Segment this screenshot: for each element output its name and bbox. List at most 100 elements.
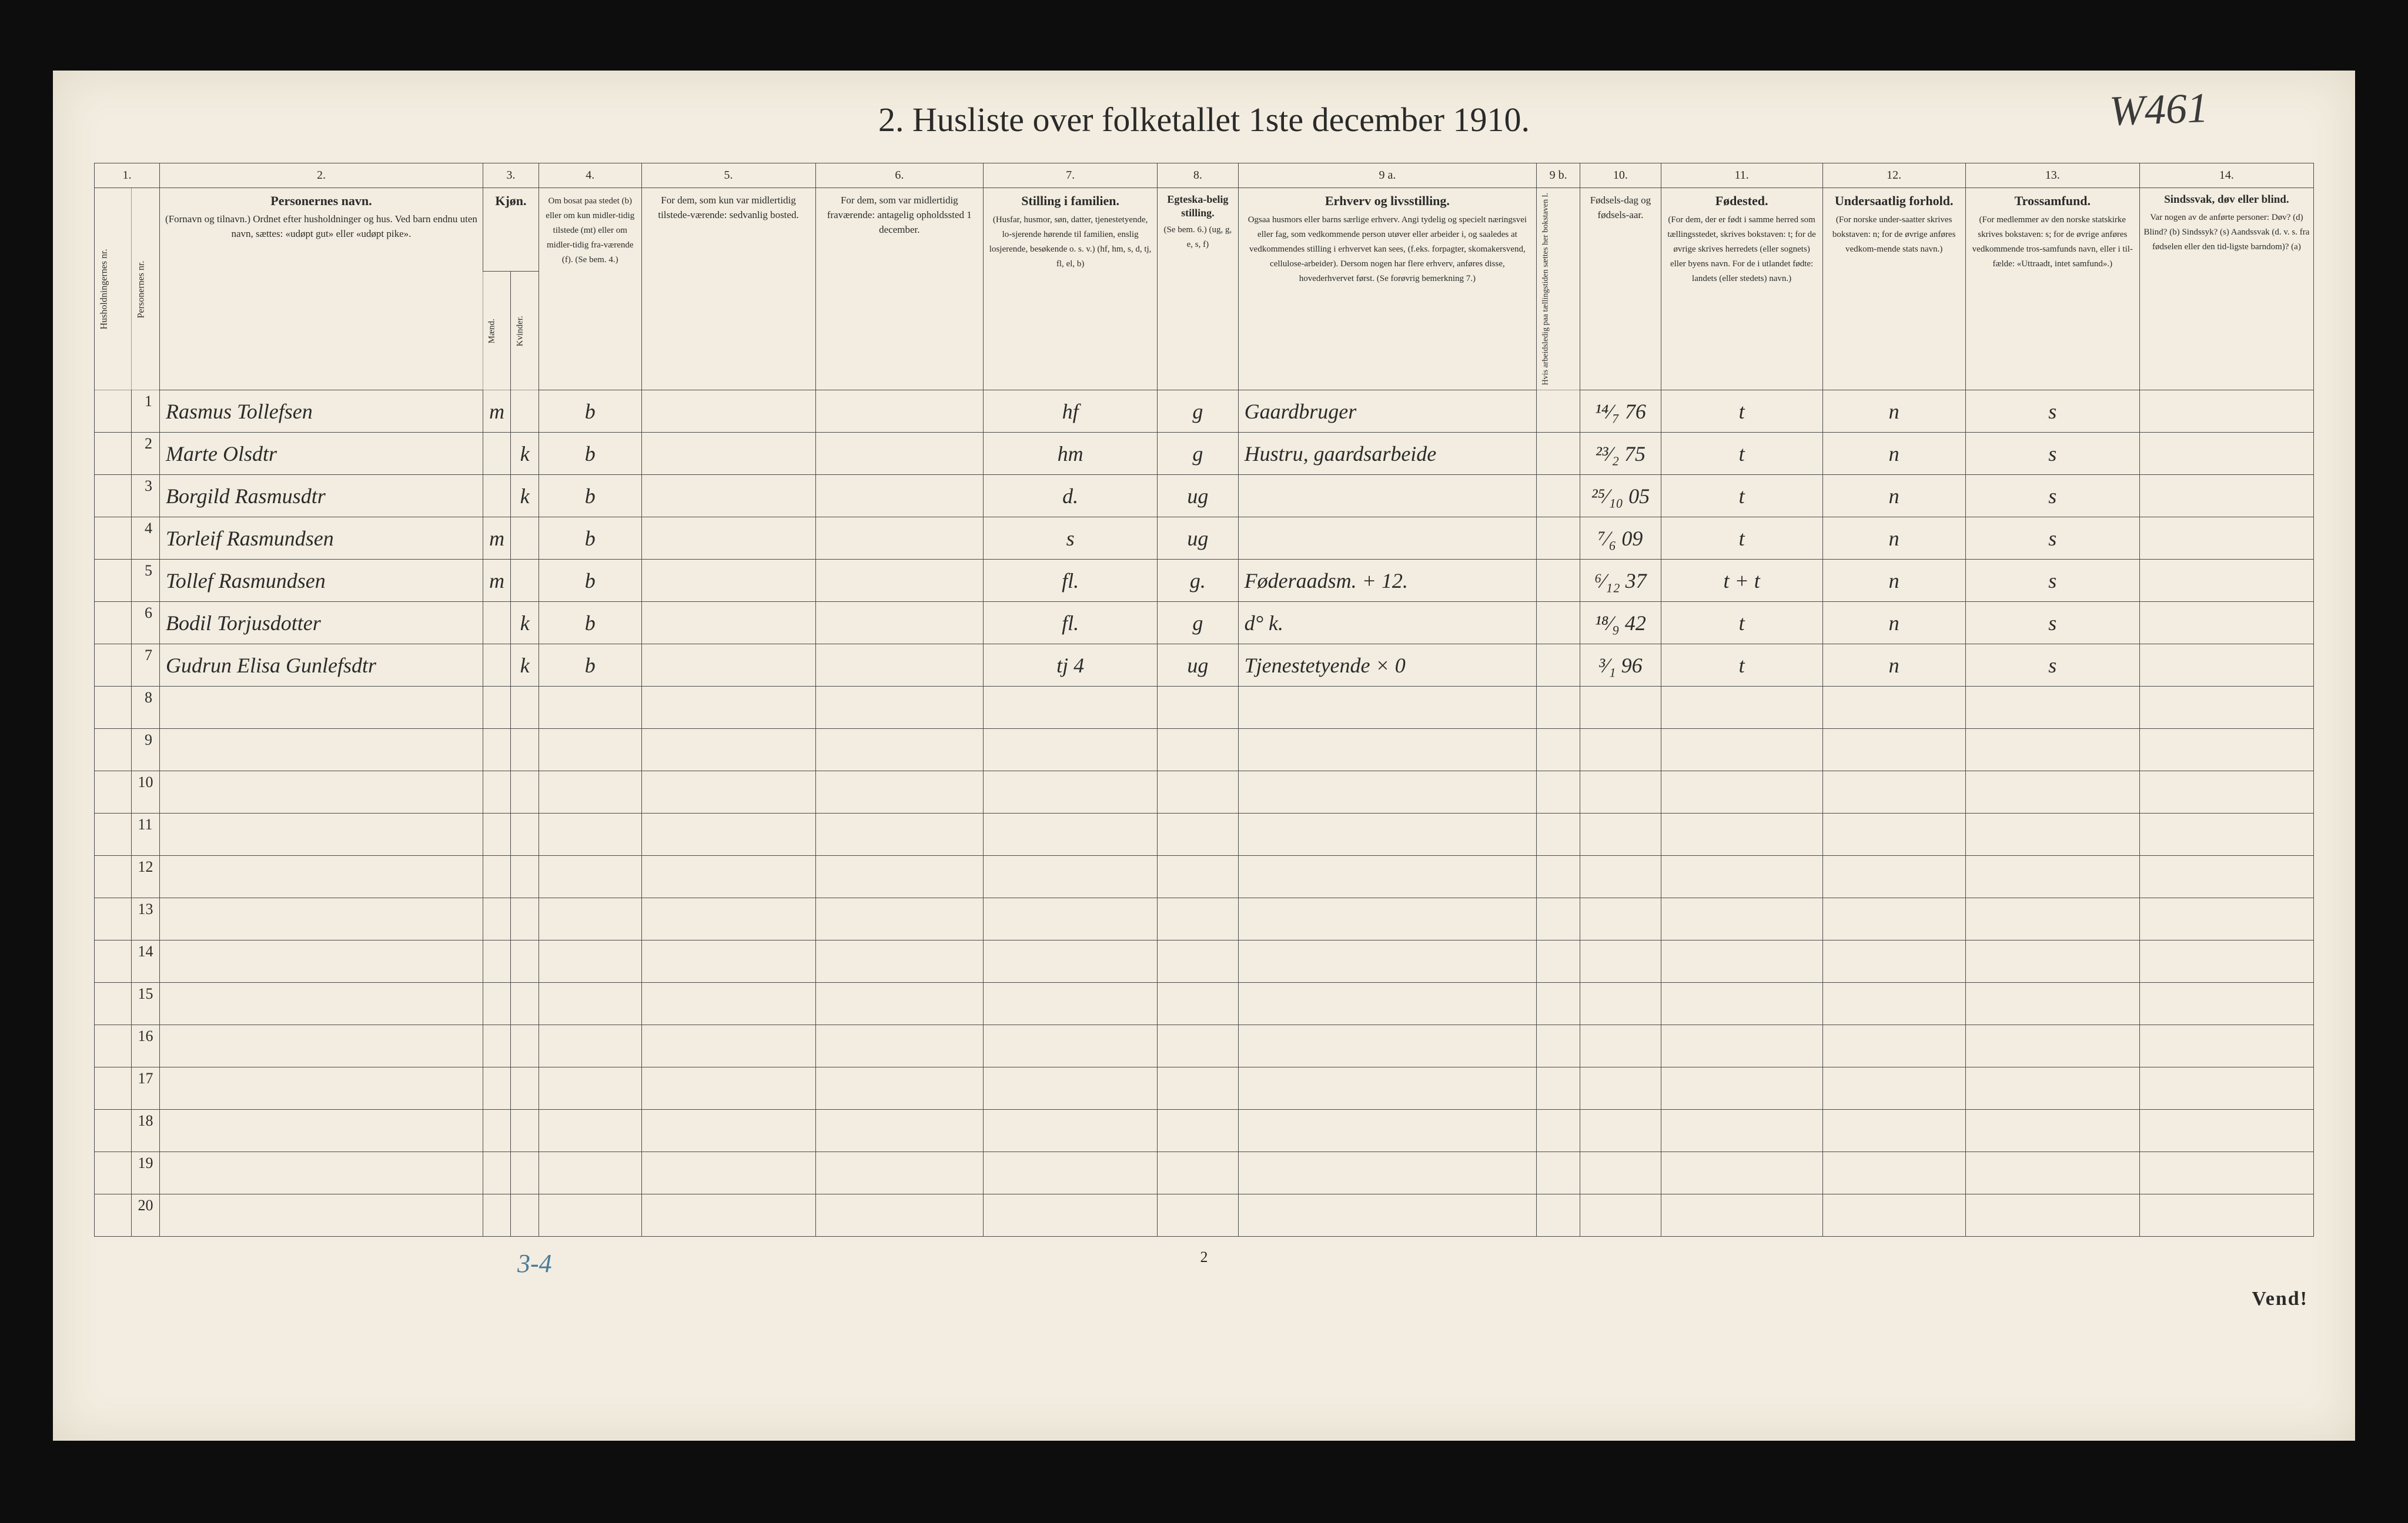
cell-female: [511, 771, 539, 814]
cell-name: Borgild Rasmusdtr: [160, 475, 483, 517]
page-title: 2. Husliste over folketallet 1ste decemb…: [94, 100, 2314, 139]
header-disability-strong: Sindssvak, døv eller blind.: [2143, 193, 2310, 207]
cell-temp-absent: [815, 983, 984, 1025]
cell-birthplace: t: [1661, 475, 1822, 517]
cell-male: [483, 729, 511, 771]
cell-birthdate: ⁷⁄₆ 09: [1580, 517, 1661, 560]
cell-religion: [1965, 940, 2139, 983]
cell-family-pos: [984, 898, 1158, 940]
cell-resident: [539, 898, 641, 940]
cell-birthdate: [1580, 814, 1661, 856]
cell-birthplace: [1661, 687, 1822, 729]
cell-unemployed: [1537, 983, 1580, 1025]
cell-family-pos: hm: [984, 433, 1158, 475]
colnum-5: 5.: [641, 163, 815, 188]
cell-temp-present: [641, 602, 815, 644]
cell-religion: s: [1965, 390, 2139, 433]
cell-citizenship: n: [1822, 475, 1965, 517]
cell-temp-present: [641, 517, 815, 560]
cell-household-nr: [95, 1067, 132, 1110]
cell-occupation: [1238, 1067, 1537, 1110]
table-row: 16: [95, 1025, 2314, 1067]
cell-person-nr: 11: [132, 814, 160, 856]
cell-resident: [539, 729, 641, 771]
cell-female: [511, 1067, 539, 1110]
cell-family-pos: fl.: [984, 560, 1158, 602]
header-person-nr: Personernes nr.: [132, 188, 160, 390]
cell-resident: [539, 771, 641, 814]
cell-temp-present: [641, 940, 815, 983]
cell-citizenship: [1822, 940, 1965, 983]
cell-household-nr: [95, 390, 132, 433]
cell-religion: s: [1965, 433, 2139, 475]
cell-household-nr: [95, 729, 132, 771]
cell-birthplace: t: [1661, 602, 1822, 644]
cell-disability: [2139, 856, 2313, 898]
cell-religion: [1965, 729, 2139, 771]
cell-family-pos: d.: [984, 475, 1158, 517]
cell-household-nr: [95, 475, 132, 517]
cell-marital: [1158, 687, 1238, 729]
cell-disability: [2139, 814, 2313, 856]
cell-name: [160, 898, 483, 940]
cell-disability: [2139, 517, 2313, 560]
cell-citizenship: n: [1822, 560, 1965, 602]
cell-resident: [539, 687, 641, 729]
cell-male: [483, 602, 511, 644]
cell-unemployed: [1537, 856, 1580, 898]
cell-resident: [539, 1194, 641, 1237]
cell-birthdate: [1580, 729, 1661, 771]
cell-name: [160, 729, 483, 771]
cell-marital: [1158, 1067, 1238, 1110]
colnum-12: 12.: [1822, 163, 1965, 188]
cell-resident: [539, 1152, 641, 1194]
header-religion: Trossamfund. (For medlemmer av den norsk…: [1965, 188, 2139, 390]
cell-temp-present: [641, 1067, 815, 1110]
cell-resident: b: [539, 560, 641, 602]
cell-marital: [1158, 1152, 1238, 1194]
cell-household-nr: [95, 814, 132, 856]
cell-household-nr: [95, 602, 132, 644]
cell-disability: [2139, 771, 2313, 814]
colnum-1: 1.: [95, 163, 160, 188]
cell-resident: [539, 983, 641, 1025]
cell-temp-absent: [815, 940, 984, 983]
colnum-4: 4.: [539, 163, 641, 188]
header-unemployed: Hvis arbeidsledig paa tællingstiden sætt…: [1537, 188, 1580, 390]
cell-birthplace: [1661, 1067, 1822, 1110]
cell-citizenship: n: [1822, 602, 1965, 644]
cell-birthplace: [1661, 856, 1822, 898]
table-row: 8: [95, 687, 2314, 729]
cell-marital: [1158, 1110, 1238, 1152]
cell-male: [483, 771, 511, 814]
cell-birthdate: [1580, 1110, 1661, 1152]
cell-religion: s: [1965, 560, 2139, 602]
cell-religion: [1965, 1194, 2139, 1237]
cell-birthplace: [1661, 1194, 1822, 1237]
cell-disability: [2139, 1067, 2313, 1110]
cell-citizenship: n: [1822, 517, 1965, 560]
cell-citizenship: [1822, 729, 1965, 771]
cell-birthplace: t + t: [1661, 560, 1822, 602]
header-birthplace-desc: (For dem, der er født i samme herred som…: [1667, 215, 1815, 283]
cell-temp-present: [641, 475, 815, 517]
cell-temp-present: [641, 1194, 815, 1237]
cell-female: k: [511, 602, 539, 644]
cell-household-nr: [95, 1110, 132, 1152]
colnum-13: 13.: [1965, 163, 2139, 188]
cell-unemployed: [1537, 1025, 1580, 1067]
footer-page-number: 2: [1200, 1248, 1208, 1266]
table-row: 11: [95, 814, 2314, 856]
table-row: 5Tollef Rasmundsenmbfl.g.Føderaadsm. + 1…: [95, 560, 2314, 602]
cell-marital: [1158, 898, 1238, 940]
scanner-frame: W461 2. Husliste over folketallet 1ste d…: [0, 0, 2408, 1523]
cell-marital: [1158, 1194, 1238, 1237]
cell-temp-present: [641, 644, 815, 687]
cell-temp-present: [641, 390, 815, 433]
cell-temp-absent: [815, 602, 984, 644]
cell-birthdate: [1580, 771, 1661, 814]
cell-family-pos: [984, 983, 1158, 1025]
cell-female: [511, 687, 539, 729]
header-occupation-strong: Erhverv og livsstilling.: [1242, 193, 1533, 209]
cell-unemployed: [1537, 433, 1580, 475]
